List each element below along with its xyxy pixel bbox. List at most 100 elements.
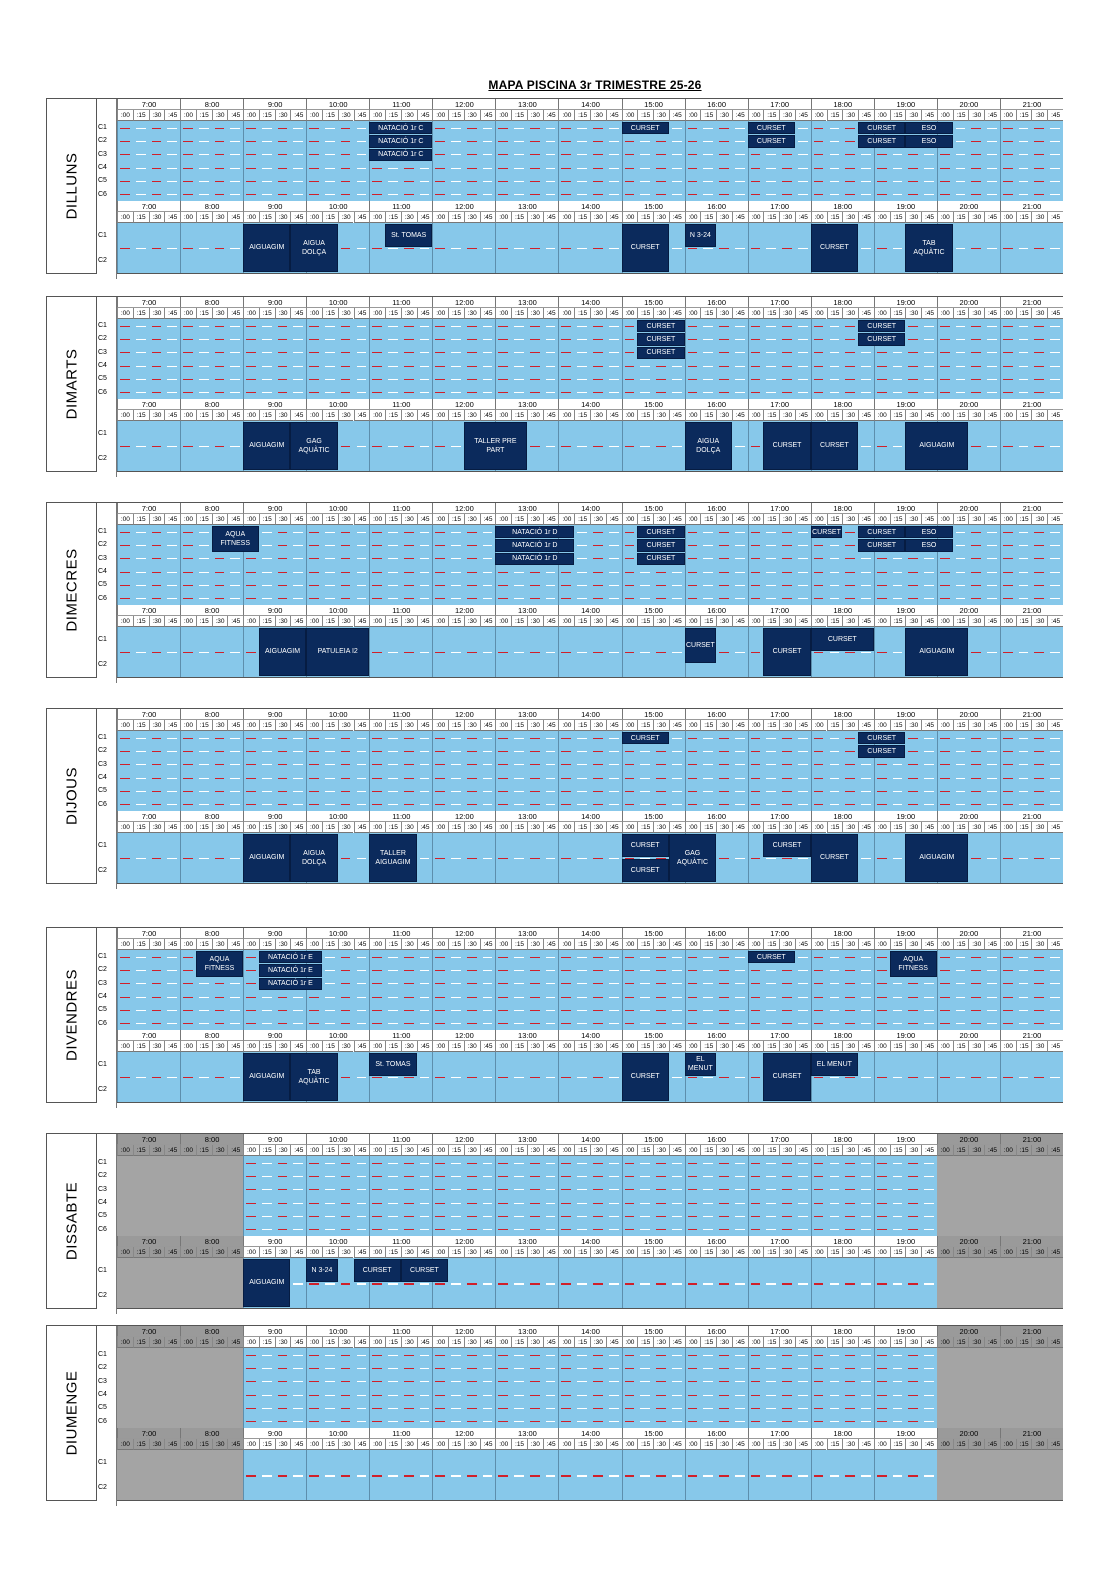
activity-block[interactable]: CURSET xyxy=(747,135,795,148)
activity-block[interactable]: CURSET xyxy=(858,320,906,333)
activity-block[interactable]: NATACIÓ 1r E xyxy=(258,977,322,990)
activity-block[interactable]: AIGUA DOLÇA xyxy=(290,833,338,882)
activity-block[interactable]: ESO xyxy=(905,526,953,539)
lane-rope xyxy=(813,1229,824,1231)
activity-block[interactable]: CURSET xyxy=(858,526,906,539)
activity-block[interactable]: ESO xyxy=(905,122,953,135)
activity-block[interactable]: CURSET xyxy=(637,346,685,359)
activity-block[interactable]: St. TOMAS xyxy=(369,1052,417,1076)
hour-gridline xyxy=(747,1348,749,1428)
activity-block[interactable]: CURSET xyxy=(637,539,685,552)
activity-block[interactable]: CURSET xyxy=(858,122,906,135)
activity-block[interactable]: AIGUAGIM xyxy=(243,1258,291,1307)
activity-block[interactable]: CURSET xyxy=(621,223,669,272)
activity-block[interactable]: N 3-24 xyxy=(684,223,717,247)
lane-rope xyxy=(340,365,351,367)
activity-block[interactable]: AIGUA DOLÇA xyxy=(684,421,732,470)
activity-block[interactable]: TALLER AIGUAGIM xyxy=(369,833,417,882)
activity-block[interactable]: CURSET xyxy=(637,320,685,333)
activity-block[interactable]: GAG AQUÀTIC xyxy=(290,421,338,470)
activity-block[interactable]: CURSET xyxy=(810,627,874,651)
activity-block[interactable]: CURSET xyxy=(858,135,906,148)
activity-block[interactable]: AIGUAGIM xyxy=(243,223,291,272)
activity-block[interactable]: CURSET xyxy=(858,745,906,758)
activity-block[interactable]: CURSET xyxy=(763,833,811,857)
small-pool-grid: AIGUAGIM AIGUA DOLÇA TALLER AIGUAGIM CURSET… xyxy=(117,832,1063,883)
lane-rope xyxy=(876,956,887,958)
lane-rope xyxy=(924,750,934,752)
lane-rope xyxy=(1050,584,1060,586)
activity-block[interactable]: CURSET xyxy=(621,858,669,882)
quarter-label: :30 xyxy=(274,211,291,223)
activity-block[interactable]: CURSET xyxy=(810,421,859,470)
activity-block[interactable]: NATACIÓ 1r C xyxy=(369,122,433,135)
lane-rope xyxy=(734,167,745,169)
activity-block[interactable]: CURSET xyxy=(763,421,811,470)
activity-block[interactable]: ESO xyxy=(905,135,953,148)
activity-block[interactable]: AIGUAGIM xyxy=(905,833,969,882)
activity-block[interactable]: AIGUAGIM xyxy=(905,627,969,676)
lane-rope xyxy=(876,1229,887,1231)
quarter-label: :45 xyxy=(731,409,748,421)
activity-block[interactable]: PATULEIA I2 xyxy=(306,627,370,676)
activity-block[interactable]: N 3-24 xyxy=(306,1258,338,1282)
lane-rope xyxy=(214,804,225,806)
activity-block[interactable]: TAB AQUÀTIC xyxy=(290,1052,338,1101)
activity-block[interactable]: EL MENUT xyxy=(684,1052,717,1076)
activity-block[interactable]: NATACIÓ 1r D xyxy=(495,552,575,565)
activity-block[interactable]: AQUA FITNESS xyxy=(195,951,244,977)
activity-block[interactable]: CURSET xyxy=(763,1052,811,1101)
activity-block[interactable]: ESO xyxy=(905,539,953,552)
lane-rope xyxy=(246,1474,256,1477)
activity-block[interactable]: CURSET xyxy=(400,1258,449,1282)
activity-block[interactable]: CURSET xyxy=(637,526,685,539)
lane-rope xyxy=(892,1202,903,1204)
activity-block[interactable]: GAG AQUÀTIC xyxy=(668,833,717,882)
quarter-label: :45 xyxy=(542,1337,559,1348)
activity-block[interactable]: TAB AQUÀTIC xyxy=(905,223,953,272)
activity-block[interactable]: CURSET xyxy=(810,223,859,272)
activity-block[interactable]: CURSET xyxy=(621,833,669,857)
activity-block[interactable]: AQUA FITNESS xyxy=(889,951,937,977)
activity-block[interactable]: AQUA FITNESS xyxy=(211,526,259,552)
activity-block[interactable]: NATACIÓ 1r C xyxy=(369,148,433,161)
activity-block[interactable]: AIGUAGIM xyxy=(905,421,969,470)
activity-block[interactable]: CURSET xyxy=(858,539,906,552)
activity-block[interactable]: NATACIÓ 1r C xyxy=(369,135,433,148)
quarter-label: :30 xyxy=(337,720,354,731)
activity-block[interactable]: CURSET xyxy=(637,552,685,565)
activity-block[interactable]: CURSET xyxy=(621,122,669,135)
activity-block[interactable]: AIGUAGIM xyxy=(243,833,291,882)
lane-rope xyxy=(309,365,319,367)
activity-block[interactable]: CURSET xyxy=(747,951,795,964)
activity-block[interactable]: AIGUAGIM xyxy=(243,1052,291,1101)
activity-block[interactable]: CURSET xyxy=(763,627,811,676)
quarter-label: :15 xyxy=(132,1145,149,1156)
quarter-label: :45 xyxy=(794,409,811,421)
lane-rope xyxy=(261,1189,272,1191)
activity-block[interactable]: St. TOMAS xyxy=(385,223,433,247)
activity-block[interactable]: CURSET xyxy=(684,627,717,664)
activity-block[interactable]: AIGUAGIM xyxy=(258,627,307,676)
activity-block[interactable]: CURSET xyxy=(353,1258,401,1282)
activity-block[interactable]: CURSET xyxy=(810,526,843,539)
activity-block[interactable]: NATACIÓ 1r E xyxy=(258,964,322,977)
activity-block[interactable]: CURSET xyxy=(747,122,795,135)
activity-block[interactable]: TALLER PRE PART xyxy=(463,421,527,470)
activity-block[interactable]: CURSET xyxy=(858,732,906,745)
activity-block[interactable]: AIGUA DOLÇA xyxy=(290,223,338,272)
activity-block[interactable]: NATACIÓ 1r D xyxy=(495,526,575,539)
activity-block[interactable]: CURSET xyxy=(858,333,906,346)
lane-rope xyxy=(403,1023,414,1025)
activity-block[interactable]: CURSET xyxy=(621,1052,669,1101)
activity-block[interactable]: EL MENUT xyxy=(810,1052,859,1076)
activity-block[interactable]: CURSET xyxy=(621,732,669,745)
activity-block[interactable]: CURSET xyxy=(810,833,859,882)
activity-block[interactable]: CURSET xyxy=(637,333,685,346)
lane-rope xyxy=(419,857,430,859)
lane-rope xyxy=(829,127,840,129)
activity-block[interactable]: NATACIÓ 1r D xyxy=(495,539,575,552)
quarter-label: :30 xyxy=(400,1438,417,1450)
activity-block[interactable]: AIGUAGIM xyxy=(243,421,291,470)
activity-block[interactable]: NATACIÓ 1r E xyxy=(258,951,322,964)
